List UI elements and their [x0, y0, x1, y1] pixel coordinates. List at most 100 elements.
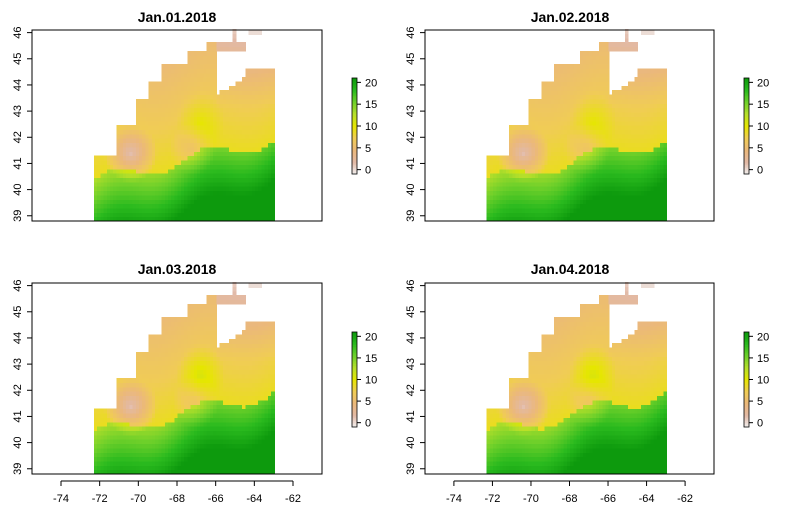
- legend-tick-label: 5: [365, 143, 371, 155]
- raster-cell: [271, 125, 275, 130]
- raster-cell: [271, 186, 275, 191]
- y-tick-label: 43: [405, 105, 417, 117]
- raster-cell: [663, 173, 667, 178]
- raster-cell: [663, 103, 667, 108]
- raster-cell: [271, 208, 275, 213]
- raster-cell: [663, 204, 667, 209]
- raster-cell: [242, 47, 246, 52]
- raster-cell: [625, 38, 629, 43]
- raster-cell: [271, 73, 275, 78]
- raster-cell: [663, 121, 667, 126]
- raster-cell: [605, 64, 609, 69]
- raster-cell: [213, 317, 217, 322]
- raster-cell: [663, 116, 667, 121]
- raster-cell: [271, 108, 275, 113]
- raster-cell: [271, 151, 275, 156]
- panel-title: Jan.02.2018: [531, 9, 610, 25]
- raster-cell: [232, 38, 236, 43]
- raster-cell: [271, 142, 275, 147]
- raster-cell: [605, 77, 609, 82]
- legend-colorbar: [352, 78, 357, 175]
- raster-cell: [271, 138, 275, 143]
- raster-cell: [271, 195, 275, 200]
- raster-cell: [663, 90, 667, 95]
- legend-tick-label: 5: [757, 143, 763, 155]
- raster-cell: [663, 156, 667, 161]
- raster-cell: [249, 30, 263, 35]
- raster-cell: [271, 95, 275, 100]
- raster-cell: [271, 147, 275, 152]
- legend-tick-label: 15: [757, 99, 769, 111]
- raster-cells: [487, 29, 667, 222]
- raster-cell: [271, 173, 275, 178]
- y-tick-label: 45: [12, 53, 24, 65]
- legend-tick-label: 20: [757, 77, 769, 89]
- raster-cell: [271, 99, 275, 104]
- raster-cell: [663, 151, 667, 156]
- raster-cell: [213, 51, 217, 56]
- y-tick-label: 42: [405, 131, 417, 143]
- raster-cell: [663, 77, 667, 82]
- y-tick-label: 44: [405, 79, 417, 91]
- raster-cell: [213, 81, 217, 86]
- raster-cell: [663, 73, 667, 78]
- raster-cell: [605, 73, 609, 78]
- raster-cell: [213, 60, 217, 65]
- y-tick-label: 43: [12, 105, 24, 117]
- raster-cell: [213, 68, 217, 73]
- raster-cell: [663, 142, 667, 147]
- raster-cell: [663, 99, 667, 104]
- raster-cells: [94, 29, 275, 222]
- raster-cell: [663, 81, 667, 86]
- raster-cell: [663, 147, 667, 152]
- raster-cell: [663, 95, 667, 100]
- raster-cell: [271, 116, 275, 121]
- raster-cell: [232, 291, 236, 296]
- raster-cell: [605, 81, 609, 86]
- y-tick-label: 46: [12, 26, 24, 38]
- raster-cell: [663, 134, 667, 139]
- y-tick-label: 40: [405, 183, 417, 195]
- raster-cell: [271, 112, 275, 117]
- raster-cell: [605, 68, 609, 73]
- raster-cell: [663, 108, 667, 113]
- legend-tick-label: 10: [365, 121, 377, 133]
- raster-cell: [663, 160, 667, 165]
- raster-cell: [663, 68, 667, 73]
- raster-cell: [663, 208, 667, 213]
- raster-cell: [663, 177, 667, 182]
- raster-cell: [271, 177, 275, 182]
- raster-cell: [271, 164, 275, 169]
- raster-cell: [663, 182, 667, 187]
- raster-cell: [605, 90, 609, 95]
- raster-cell: [213, 321, 217, 326]
- raster-cell: [213, 64, 217, 69]
- raster-cell: [605, 51, 609, 56]
- raster-cell: [232, 286, 236, 291]
- raster-cell: [663, 212, 667, 217]
- raster-cell: [232, 33, 236, 38]
- y-tick-label: 45: [405, 53, 417, 65]
- raster-cell: [271, 77, 275, 82]
- y-tick-label: 44: [12, 79, 24, 91]
- y-tick-label: 39: [12, 210, 24, 222]
- raster-cell: [634, 42, 638, 47]
- raster-cell: [271, 103, 275, 108]
- raster-cell: [663, 169, 667, 174]
- raster-cell: [605, 86, 609, 91]
- raster-cell: [271, 204, 275, 209]
- raster-cell: [663, 112, 667, 117]
- raster-cell: [271, 160, 275, 165]
- raster-cell: [271, 90, 275, 95]
- raster-cell: [641, 30, 654, 35]
- raster-cell: [663, 86, 667, 91]
- y-tick-label: 46: [405, 26, 417, 38]
- raster-cell: [271, 190, 275, 195]
- y-tick-label: 39: [405, 210, 417, 222]
- raster-cell: [663, 164, 667, 169]
- raster-cell: [242, 42, 246, 47]
- raster-cell: [271, 156, 275, 161]
